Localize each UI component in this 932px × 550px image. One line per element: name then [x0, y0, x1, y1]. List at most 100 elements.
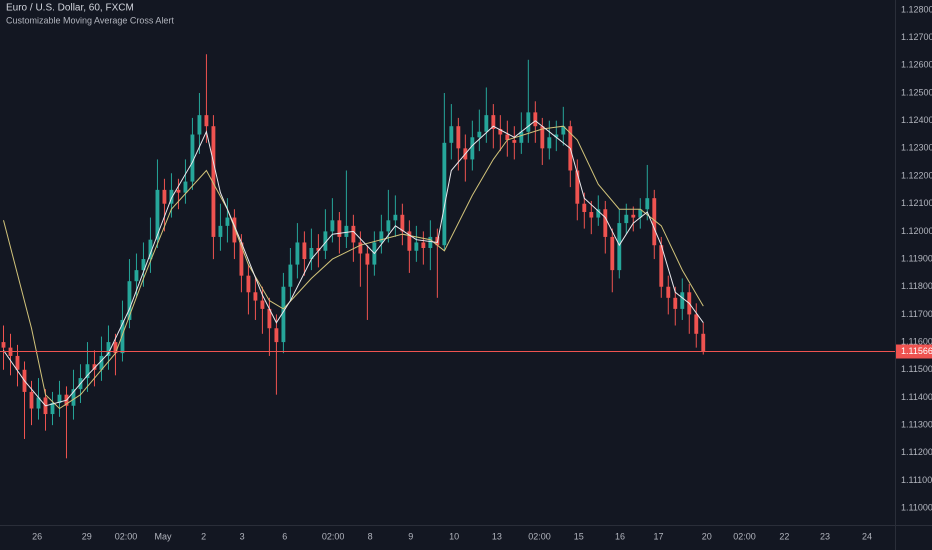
y-tick-label: 1.12700 [901, 32, 932, 42]
candle-body [400, 214, 405, 232]
moving-average-line [3, 120, 704, 407]
y-tick-label: 1.11800 [901, 281, 932, 291]
candle-body [456, 126, 461, 149]
candle-body [148, 239, 153, 260]
candle-body [218, 225, 223, 237]
y-tick-label: 1.12100 [901, 198, 932, 208]
x-tick-label: May [155, 531, 173, 541]
candle-body [498, 128, 503, 135]
candle-body [666, 286, 671, 298]
candle-body [211, 126, 216, 237]
candle-body [365, 253, 370, 265]
x-tick-label: 02:00 [322, 531, 345, 541]
candle-body [519, 131, 524, 143]
y-tick-label: 1.11500 [901, 364, 932, 374]
candle-body [253, 292, 258, 301]
candle-body [190, 134, 195, 182]
candle-body [57, 394, 62, 403]
indicator-name: Customizable Moving Average Cross Alert [6, 15, 174, 25]
candle-body [134, 270, 139, 282]
candle-body [526, 112, 531, 132]
y-tick-label: 1.11900 [901, 253, 932, 263]
y-tick-label: 1.11200 [901, 447, 932, 457]
last-price-badge [896, 344, 932, 359]
candle-body [610, 236, 615, 271]
candle-body [491, 115, 496, 129]
y-tick-label: 1.12400 [901, 115, 932, 125]
candle-body [701, 333, 706, 352]
candle-body [673, 297, 678, 309]
candle-body [281, 286, 286, 343]
candle-body [379, 231, 384, 243]
y-tick-label: 1.11600 [901, 336, 932, 346]
x-tick-label: 26 [32, 531, 42, 541]
x-tick-label: 2 [201, 531, 206, 541]
candle-body [393, 214, 398, 221]
candle-body [232, 217, 237, 243]
x-tick-label: 02:00 [528, 531, 551, 541]
candle-body [155, 189, 160, 240]
candle-body [176, 189, 181, 193]
y-tick-label: 1.11700 [901, 309, 932, 319]
candle-body [624, 214, 629, 224]
candle-body [225, 217, 230, 226]
candle-body [652, 198, 657, 246]
candle-body [575, 170, 580, 204]
candle-body [50, 402, 55, 415]
candle-body [183, 181, 188, 193]
candle-body [631, 214, 636, 218]
y-tick-label: 1.12000 [901, 226, 932, 236]
candle-body [596, 209, 601, 218]
candle-body [428, 236, 433, 248]
y-tick-label: 1.12500 [901, 87, 932, 97]
candle-body [659, 245, 664, 287]
candle-body [260, 300, 265, 309]
candle-body [15, 355, 20, 370]
x-tick-label: 13 [492, 531, 502, 541]
candle-body [106, 342, 111, 356]
candle-body [414, 242, 419, 251]
chart-title: Euro / U.S. Dollar, 60, FXCM [6, 3, 134, 14]
candle-body [36, 397, 41, 409]
candle-body [582, 203, 587, 213]
candle-body [1, 342, 6, 348]
candle-body [169, 189, 174, 204]
x-tick-label: 02:00 [115, 531, 138, 541]
candle-body [162, 189, 167, 204]
candle-body [638, 209, 643, 218]
y-tick-label: 1.11300 [901, 420, 932, 430]
y-tick-label: 1.12600 [901, 60, 932, 70]
candle-body [484, 115, 489, 132]
candle-body [239, 242, 244, 276]
candle-body [246, 275, 251, 293]
last-price-label: 1.11566 [901, 346, 932, 356]
candle-body [127, 281, 132, 320]
candle-body [442, 142, 447, 246]
y-tick-label: 1.12200 [901, 170, 932, 180]
candle-body [323, 231, 328, 251]
candle-body [120, 319, 125, 354]
candle-body [505, 134, 510, 141]
candle-body [407, 231, 412, 251]
candle-body [92, 364, 97, 370]
candle-body [344, 225, 349, 237]
candle-body [351, 225, 356, 243]
candle-body [288, 264, 293, 287]
x-tick-label: 02:00 [733, 531, 756, 541]
candle-body [204, 115, 209, 127]
candle-body [617, 223, 622, 271]
candle-body [295, 242, 300, 265]
candle-body [540, 126, 545, 149]
candle-body [302, 242, 307, 260]
x-tick-label: 9 [408, 531, 413, 541]
candle-body [561, 126, 566, 135]
moving-average-line [3, 125, 704, 410]
y-tick-label: 1.11400 [901, 392, 932, 402]
candle-body [470, 137, 475, 160]
x-tick-label: 15 [574, 531, 584, 541]
candle-body [358, 242, 363, 254]
candle-body [197, 115, 202, 135]
candle-body [554, 134, 559, 138]
